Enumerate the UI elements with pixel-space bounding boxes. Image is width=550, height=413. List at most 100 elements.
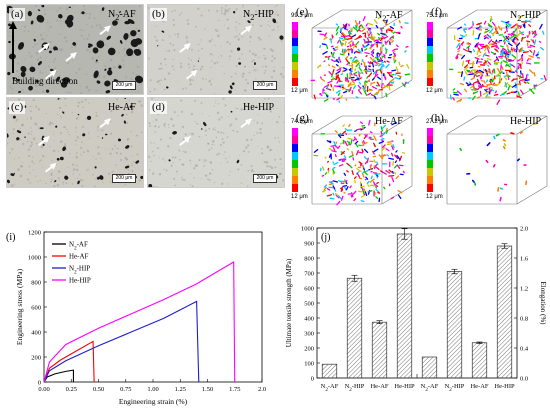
- grain-speck: [217, 131, 220, 134]
- y-tick-label: 600: [31, 305, 41, 312]
- grain-speck: [217, 34, 220, 38]
- grain-speck: [87, 88, 91, 92]
- grain-speck: [221, 65, 223, 67]
- pore: [33, 38, 36, 42]
- grain-speck: [59, 20, 62, 23]
- grain-speck: [169, 35, 171, 38]
- grain-speck: [227, 116, 229, 118]
- pore: [66, 20, 74, 28]
- grain-speck: [271, 59, 274, 63]
- grain-speck: [237, 108, 239, 110]
- grain-speck: [228, 7, 231, 10]
- grain-speck: [154, 125, 157, 128]
- grain-speck: [230, 50, 233, 53]
- grain-speck: [261, 122, 264, 125]
- grain-speck: [199, 68, 203, 71]
- grain-speck: [124, 183, 127, 186]
- grain-speck: [167, 145, 170, 148]
- pore: [230, 110, 233, 113]
- bar: [396, 233, 413, 379]
- pore: [28, 85, 33, 91]
- grain-speck: [22, 161, 24, 163]
- grain-speck: [47, 26, 49, 28]
- grain-speck: [215, 30, 218, 33]
- pore: [101, 137, 104, 140]
- grain-speck: [228, 156, 230, 158]
- grain-speck: [10, 78, 12, 80]
- grain-speck: [125, 158, 128, 161]
- grain-speck: [172, 162, 174, 164]
- scale-bar: 200 μm: [253, 174, 277, 183]
- grain-speck: [200, 14, 203, 17]
- grain-speck: [217, 56, 219, 58]
- grain-speck: [92, 174, 94, 176]
- pore: [99, 175, 104, 180]
- grain-speck: [267, 10, 270, 13]
- bar: [371, 321, 388, 379]
- pore: [45, 89, 50, 93]
- grain-speck: [35, 175, 37, 177]
- build-direction-arrow-icon: [9, 21, 17, 73]
- pore: [134, 38, 143, 45]
- scale-bar: 200 μm: [112, 81, 136, 90]
- pore: [119, 11, 121, 14]
- grain-speck: [259, 127, 262, 131]
- grain-speck: [148, 57, 149, 59]
- grain-speck: [38, 127, 41, 130]
- pore: [68, 6, 71, 9]
- white-arrow-icon: [240, 25, 252, 36]
- grain-speck: [23, 25, 27, 29]
- grain-speck: [43, 31, 45, 33]
- grain-speck: [200, 178, 202, 180]
- grain-speck: [254, 10, 258, 13]
- category-label: He-AF: [470, 383, 488, 390]
- grain-speck: [77, 101, 79, 103]
- cube-frame: [311, 9, 413, 99]
- grain-speck: [100, 157, 102, 160]
- pore: [41, 5, 45, 8]
- micrograph-c: [6, 97, 144, 188]
- y-tick-label: 800: [304, 256, 314, 263]
- grain-speck: [15, 120, 17, 123]
- grain-speck: [71, 111, 73, 114]
- grain-speck: [275, 5, 279, 7]
- y-tick-label: 400: [304, 316, 314, 323]
- grain-speck: [261, 65, 264, 68]
- grain-speck: [226, 161, 229, 164]
- micrograph-d: [147, 97, 285, 188]
- grain-speck: [159, 157, 161, 159]
- grain-speck: [148, 155, 151, 159]
- grain-speck: [51, 159, 53, 162]
- grain-speck: [157, 125, 160, 128]
- grain-speck: [176, 174, 179, 176]
- grain-speck: [256, 145, 258, 147]
- legend-entry: He-HIP: [69, 277, 91, 285]
- grain-speck: [200, 39, 202, 41]
- grain-speck: [95, 178, 97, 180]
- category-label: N2-AF: [421, 383, 439, 393]
- grain-speck: [32, 169, 34, 171]
- grain-speck: [35, 5, 38, 7]
- grain-speck: [173, 48, 176, 52]
- grain-speck: [267, 20, 269, 22]
- grain-speck: [248, 105, 250, 107]
- grain-speck: [132, 55, 134, 57]
- pore: [106, 35, 112, 40]
- pore: [236, 47, 241, 51]
- grain-speck: [279, 72, 283, 76]
- y2-tick-label: 0.4: [520, 346, 529, 353]
- grain-speck: [27, 148, 31, 151]
- grain-speck: [52, 131, 54, 133]
- pore: [135, 75, 143, 84]
- grain-speck: [59, 132, 62, 135]
- grain-speck: [82, 106, 84, 109]
- white-arrow-icon: [65, 51, 77, 62]
- pore: [62, 77, 71, 84]
- grain-speck: [187, 22, 190, 26]
- pore: [12, 77, 16, 80]
- grain-speck: [221, 182, 224, 185]
- grain-speck: [75, 117, 79, 120]
- grain-speck: [86, 23, 88, 26]
- grain-speck: [135, 134, 138, 137]
- grain-speck: [86, 48, 89, 52]
